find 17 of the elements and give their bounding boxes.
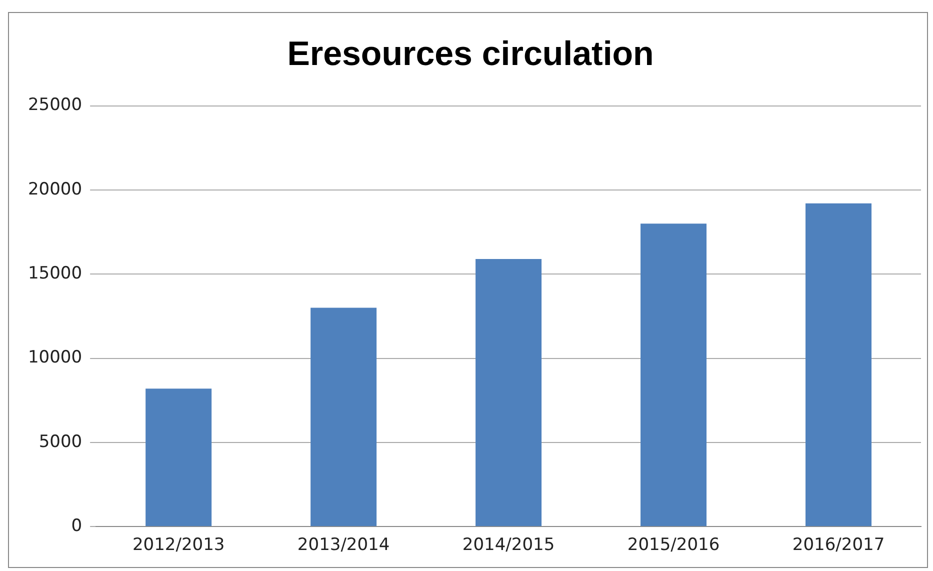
y-tick-label: 15000 — [28, 264, 82, 284]
x-tick-label: 2012/2013 — [132, 535, 225, 556]
y-tick-label: 0 — [71, 516, 82, 536]
x-tick-label: 2016/2017 — [792, 535, 885, 556]
bar — [146, 388, 212, 526]
x-tick-label: 2015/2016 — [627, 535, 720, 556]
y-tick-label: 5000 — [38, 432, 82, 452]
x-tick-label: 2014/2015 — [462, 535, 555, 556]
bar — [640, 224, 707, 526]
bar — [806, 203, 872, 526]
x-tick-label: 2013/2014 — [297, 535, 390, 556]
y-tick-label: 25000 — [28, 95, 82, 116]
bar — [476, 258, 542, 526]
bar — [310, 308, 377, 526]
y-tick-label: 10000 — [28, 348, 82, 368]
y-tick-label: 20000 — [28, 179, 82, 200]
chart-title: Eresources circulation — [287, 34, 654, 73]
